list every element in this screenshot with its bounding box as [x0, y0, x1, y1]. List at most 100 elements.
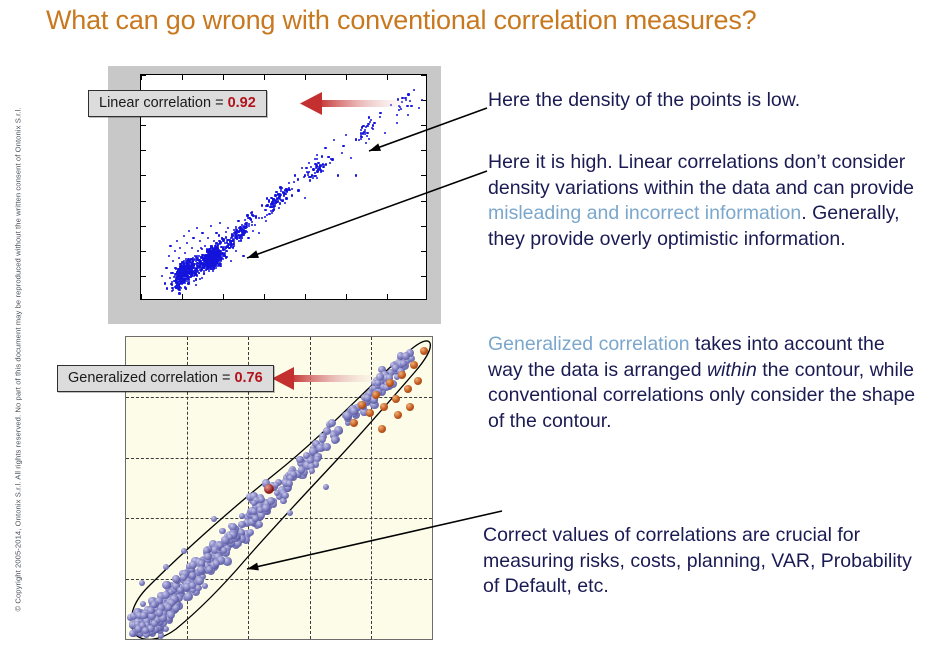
- chart2-data-point: [258, 512, 265, 519]
- chart1-data-point: [174, 278, 177, 281]
- chart1-data-point: [176, 287, 179, 290]
- chart1-data-point: [201, 253, 204, 256]
- chart2-data-point: [156, 592, 166, 601]
- chart1-data-point: [175, 271, 178, 274]
- chart1-data-point: [320, 170, 323, 173]
- chart1-data-point: [332, 139, 335, 142]
- chart1-x-tickmark: [264, 294, 265, 299]
- chart2-outlier-point: [380, 403, 388, 411]
- chart1-data-point: [237, 229, 240, 232]
- chart1-data-point: [232, 238, 235, 241]
- chart1-data-point: [241, 223, 244, 226]
- chart1-data-point: [163, 282, 166, 285]
- chart1-data-point: [237, 231, 240, 234]
- chart1-data-point: [189, 266, 192, 269]
- chart1-data-point: [202, 269, 206, 273]
- chart1-data-point: [374, 149, 377, 152]
- chart2-data-point: [250, 492, 259, 501]
- chart1-data-point: [328, 161, 331, 164]
- chart1-data-point: [362, 124, 365, 127]
- chart1-data-point: [401, 96, 404, 99]
- chart1-data-point: [404, 96, 407, 99]
- chart1-data-point: [239, 234, 242, 237]
- chart1-data-point: [193, 263, 197, 266]
- chart1-data-point: [216, 260, 219, 264]
- chart2-data-point: [151, 620, 159, 627]
- text-run-highlight: misleading and incorrect information: [488, 202, 802, 224]
- chart1-data-point: [231, 232, 234, 235]
- chart1-data-point: [366, 131, 369, 135]
- chart1-data-point: [235, 226, 238, 229]
- chart1-y-tickmark: [141, 150, 146, 152]
- chart2-data-point: [190, 586, 197, 593]
- chart1-data-point: [183, 268, 186, 272]
- chart1-data-point: [315, 164, 318, 167]
- chart1-data-point: [213, 264, 216, 267]
- chart1-data-point: [190, 257, 193, 261]
- chart2-data-point: [322, 483, 330, 491]
- chart1-data-point: [183, 273, 186, 277]
- chart1-y-tickmark: [141, 200, 146, 202]
- chart2-data-point: [198, 560, 205, 567]
- chart1-data-point: [201, 248, 204, 251]
- chart1-data-point: [201, 264, 204, 267]
- chart1-data-point: [211, 255, 214, 259]
- chart1-data-point: [201, 267, 204, 270]
- chart1-data-point: [287, 181, 290, 185]
- paragraph-correct-values: Correct values of correlations are cruci…: [483, 523, 918, 600]
- chart1-data-point: [230, 244, 233, 248]
- chart2-data-point: [158, 613, 168, 623]
- chart1-data-point: [327, 155, 330, 158]
- chart1-data-point: [195, 284, 198, 287]
- chart1-data-point: [187, 279, 190, 282]
- chart1-data-point: [186, 278, 189, 281]
- chart1-data-point: [214, 253, 217, 256]
- chart1-data-point: [199, 270, 202, 273]
- chart1-data-point: [179, 269, 182, 272]
- chart1-data-point: [250, 220, 253, 223]
- chart1-y-tickmark: [421, 225, 426, 227]
- chart2-data-point: [408, 354, 416, 362]
- chart1-data-point: [342, 145, 345, 148]
- chart1-data-point: [175, 272, 178, 275]
- text-run-highlight: Generalized correlation: [488, 333, 690, 355]
- chart1-data-point: [209, 253, 212, 256]
- chart1-data-point: [225, 242, 228, 245]
- chart1-y-tickmark: [421, 175, 426, 177]
- chart1-data-point: [225, 255, 228, 258]
- chart2-outlier-point: [358, 401, 366, 409]
- chart1-data-point: [186, 264, 189, 267]
- chart1-data-point: [407, 114, 410, 117]
- chart1-data-point: [189, 261, 192, 265]
- chart1-data-point: [213, 254, 216, 258]
- chart1-data-point: [208, 267, 211, 270]
- chart1-x-tickmark: [305, 75, 306, 80]
- chart1-data-point: [210, 252, 213, 255]
- chart2-data-point: [208, 540, 218, 549]
- chart1-data-point: [215, 242, 218, 245]
- chart1-data-point: [184, 261, 187, 264]
- chart1-data-point: [194, 268, 198, 271]
- chart1-data-point: [178, 284, 181, 287]
- chart1-data-point: [290, 194, 293, 197]
- chart2-data-point: [173, 589, 181, 596]
- chart1-data-point: [173, 275, 176, 278]
- chart1-data-point: [232, 232, 235, 235]
- chart1-data-point: [196, 266, 199, 270]
- chart1-data-point: [199, 268, 202, 272]
- chart1-data-point: [206, 255, 209, 258]
- chart1-data-point: [361, 132, 364, 135]
- chart2-data-point: [159, 609, 167, 618]
- chart1-data-point: [240, 228, 243, 231]
- chart1-data-point: [234, 237, 237, 240]
- chart1-data-point: [316, 165, 319, 168]
- chart1-data-point: [218, 251, 221, 254]
- chart1-data-point: [264, 219, 267, 222]
- chart2-data-point: [263, 500, 272, 509]
- chart2-data-point: [401, 351, 410, 360]
- chart1-data-point: [245, 222, 248, 225]
- chart1-data-point: [199, 266, 203, 270]
- chart1-x-tickmark: [346, 75, 347, 80]
- chart2-data-point: [134, 625, 143, 633]
- paragraph-low-density: Here the density of the points is low.: [488, 88, 923, 114]
